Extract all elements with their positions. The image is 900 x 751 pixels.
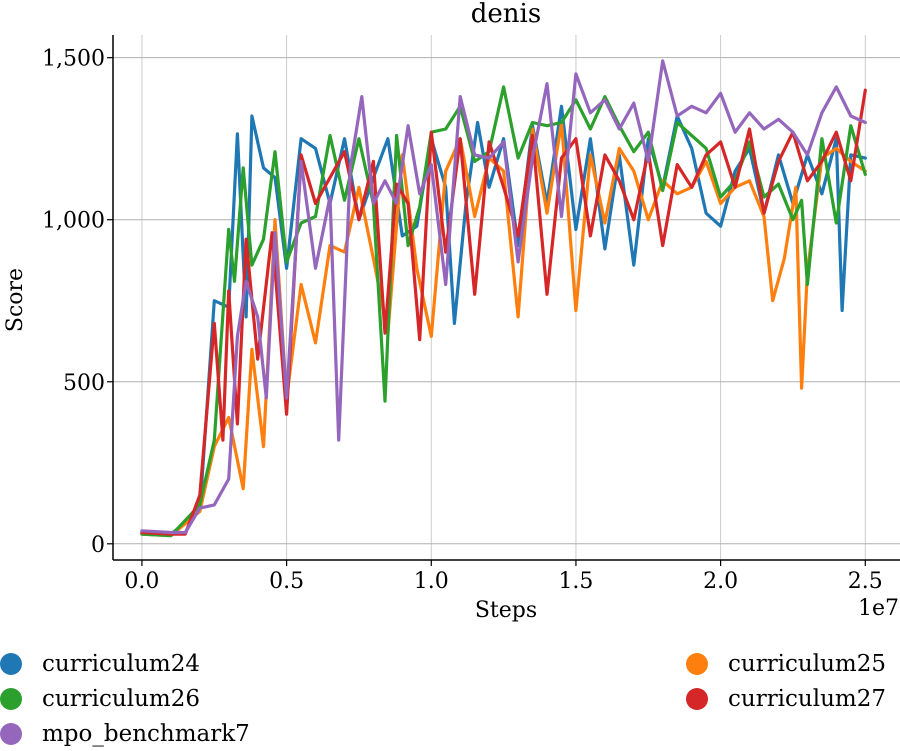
legend-swatch-curriculum26 bbox=[0, 688, 22, 710]
x-tick-label: 0.5 bbox=[269, 569, 304, 594]
legend-swatch-mpo_benchmark7 bbox=[0, 723, 22, 745]
x-tick-labels: 0.0 0.5 1.0 1.5 2.0 2.5 bbox=[124, 560, 883, 594]
legend-item-curriculum24: curriculum24 bbox=[0, 647, 200, 681]
x-tick-label: 1.0 bbox=[414, 569, 449, 594]
legend-item-curriculum26: curriculum26 bbox=[0, 682, 200, 716]
legend-swatch-curriculum25 bbox=[686, 653, 708, 675]
y-tick-labels: 0 500 1,000 1,500 bbox=[42, 47, 113, 558]
x-tick-label: 2.5 bbox=[848, 569, 883, 594]
y-tick-label: 500 bbox=[63, 371, 105, 396]
chart-title: denis bbox=[471, 0, 541, 29]
x-axis-multiplier: 1e7 bbox=[858, 596, 899, 621]
legend-label-curriculum25: curriculum25 bbox=[728, 651, 886, 677]
legend-item-curriculum27: curriculum27 bbox=[686, 682, 886, 716]
legend-swatch-curriculum27 bbox=[686, 688, 708, 710]
x-tick-label: 2.0 bbox=[703, 569, 738, 594]
legend: curriculum24 curriculum25 curriculum26 c… bbox=[0, 645, 900, 750]
y-tick-label: 1,000 bbox=[42, 209, 105, 234]
legend-label-curriculum26: curriculum26 bbox=[42, 686, 200, 712]
legend-swatch-curriculum24 bbox=[0, 653, 22, 675]
legend-item-curriculum25: curriculum25 bbox=[686, 647, 886, 681]
legend-label-curriculum24: curriculum24 bbox=[42, 651, 200, 677]
series-layer bbox=[140, 59, 867, 538]
legend-label-mpo_benchmark7: mpo_benchmark7 bbox=[42, 721, 250, 747]
x-axis-label: Steps bbox=[475, 598, 537, 623]
y-tick-label: 0 bbox=[91, 533, 105, 558]
series-line-mpo_benchmark7 bbox=[140, 59, 867, 535]
legend-label-curriculum27: curriculum27 bbox=[728, 686, 886, 712]
x-tick-label: 0.0 bbox=[124, 569, 159, 594]
y-axis-label: Score bbox=[3, 268, 28, 332]
line-chart: denis 0.0 0.5 1.0 1.5 2.0 2.5 05001,0001,500 … bbox=[3, 0, 900, 623]
legend-item-mpo_benchmark7: mpo_benchmark7 bbox=[0, 717, 250, 751]
x-tick-label: 1.5 bbox=[558, 569, 593, 594]
grid bbox=[113, 35, 900, 560]
series-line-curriculum27 bbox=[140, 88, 867, 536]
y-tick-label: 1,500 bbox=[42, 47, 105, 72]
